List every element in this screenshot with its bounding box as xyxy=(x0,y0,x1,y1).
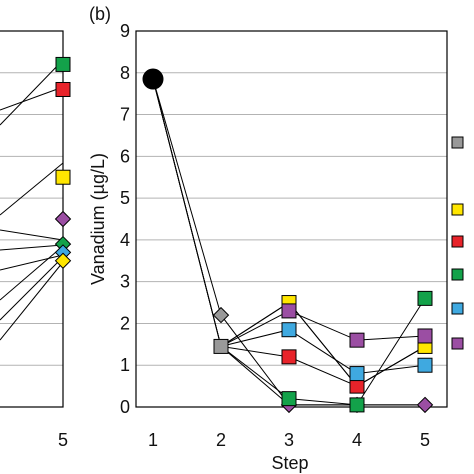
series-line xyxy=(220,301,426,387)
data-point xyxy=(54,210,72,228)
y-tick-label: 2 xyxy=(120,313,130,333)
legend xyxy=(451,136,464,350)
series-line xyxy=(0,244,64,251)
y-tick-label: 8 xyxy=(120,63,130,83)
data-point xyxy=(416,396,434,414)
legend-marker xyxy=(451,268,464,281)
data-point xyxy=(281,322,297,338)
data-point xyxy=(349,332,365,348)
x-axis-title: Step xyxy=(271,453,308,473)
y-tick-label: 7 xyxy=(120,105,130,125)
series-line xyxy=(152,78,426,387)
legend-marker xyxy=(451,203,464,216)
data-point xyxy=(281,303,297,319)
data-point xyxy=(55,81,71,97)
data-point xyxy=(55,169,71,185)
data-point xyxy=(349,397,365,413)
series-line xyxy=(0,245,64,301)
series-line xyxy=(0,254,64,271)
series-line xyxy=(0,162,64,216)
data-point xyxy=(213,338,229,354)
legend-marker xyxy=(451,337,464,350)
series-line xyxy=(220,329,426,375)
panel-a: 5 (b) xyxy=(0,4,111,450)
data-point xyxy=(54,252,72,269)
legend-marker xyxy=(451,235,464,248)
y-tick-label: 4 xyxy=(120,230,130,250)
data-point xyxy=(55,56,71,72)
data-point xyxy=(349,378,365,394)
plot-frame xyxy=(0,30,64,408)
y-tick-label: 9 xyxy=(120,21,130,41)
legend-marker xyxy=(451,302,464,315)
data-point xyxy=(281,349,297,365)
y-tick-label: 0 xyxy=(120,397,130,417)
data-point xyxy=(417,357,433,373)
data-point xyxy=(281,391,297,407)
y-tick-label: 6 xyxy=(120,146,130,166)
y-tick-label: 1 xyxy=(120,355,130,375)
series-line xyxy=(220,345,426,387)
x-tick-label: 5 xyxy=(58,430,68,450)
x-tick-label: 1 xyxy=(148,430,158,450)
data-point xyxy=(349,366,365,382)
y-axis-title: Vanadium (µg/L) xyxy=(88,153,108,285)
series-line xyxy=(0,86,64,111)
x-tick-label: 5 xyxy=(420,430,430,450)
y-tick-label: 5 xyxy=(120,188,130,208)
y-tick-label: 3 xyxy=(120,272,130,292)
data-point xyxy=(417,328,433,344)
x-tick-label: 4 xyxy=(352,430,362,450)
initial-point xyxy=(142,68,164,90)
data-point xyxy=(417,290,433,306)
data-point xyxy=(212,306,230,324)
series-line xyxy=(0,256,64,321)
legend-marker xyxy=(451,136,464,149)
series-line xyxy=(0,229,64,241)
series-line xyxy=(0,261,64,341)
x-tick-label: 3 xyxy=(284,430,294,450)
series-line xyxy=(220,310,426,347)
series-line xyxy=(0,59,64,126)
panel-label: (b) xyxy=(89,4,111,24)
x-tick-label: 2 xyxy=(216,430,226,450)
